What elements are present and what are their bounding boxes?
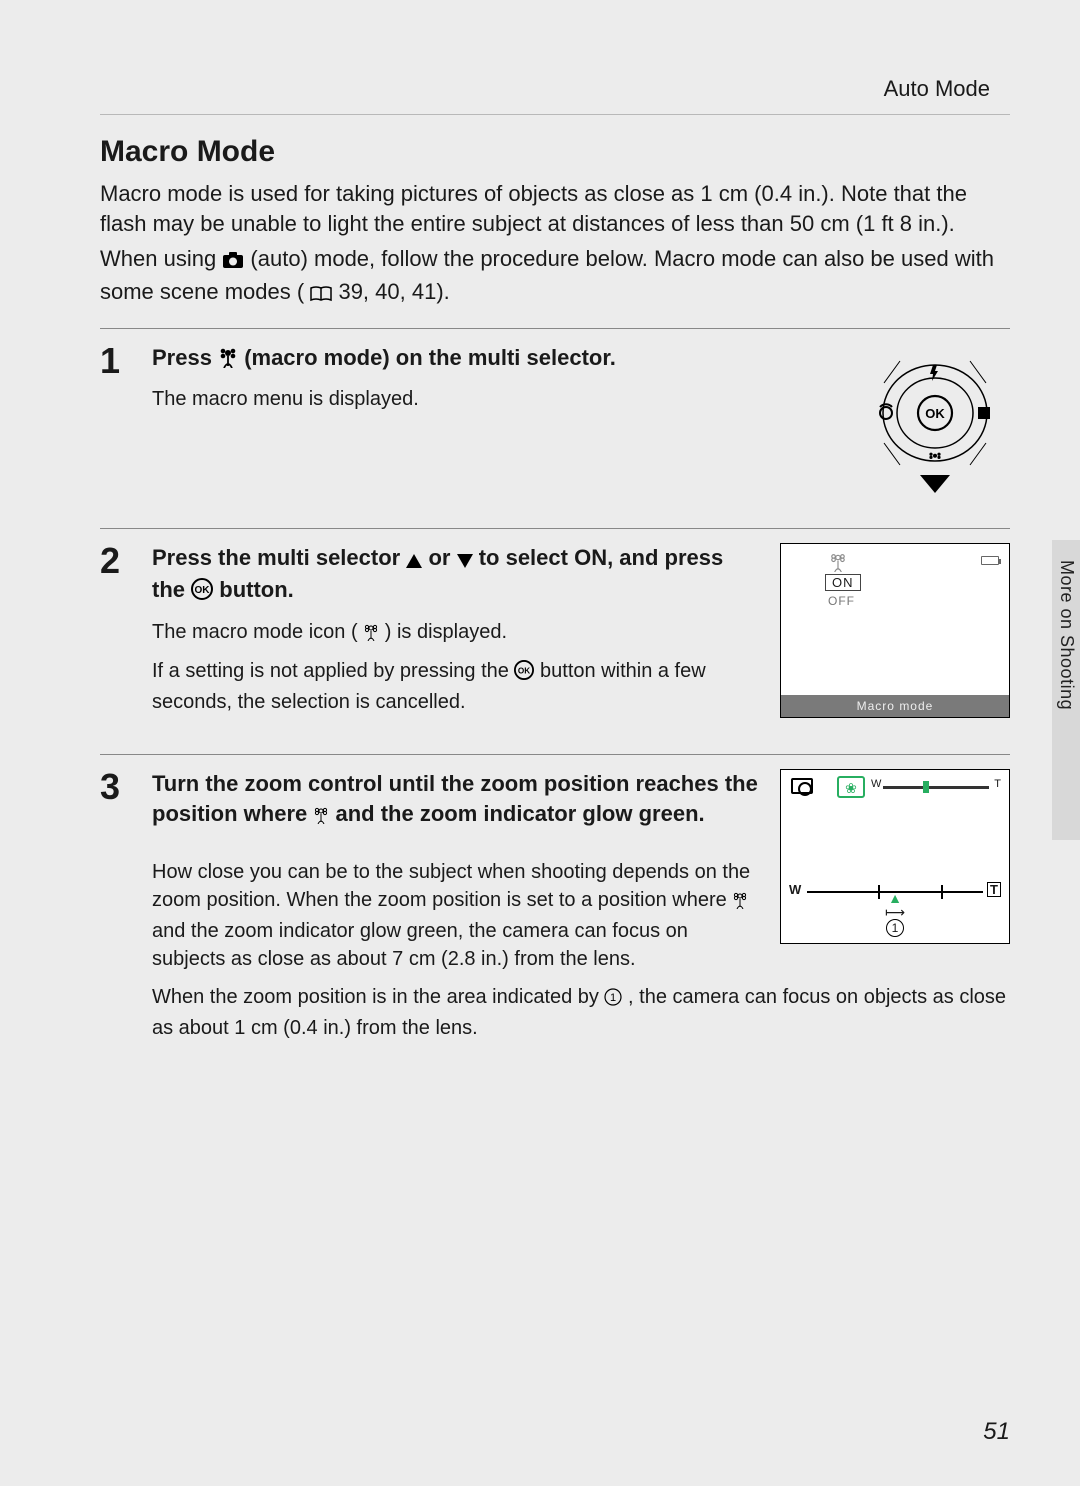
text: or [428, 545, 456, 570]
step-3: 3 Turn the zoom control until the zoom p… [100, 754, 1010, 1079]
text: When using [100, 246, 222, 271]
step-3-heading: Turn the zoom control until the zoom pos… [152, 769, 760, 831]
on-option: ON [825, 574, 861, 591]
step-list: 1 Press (macro mode) on the multi select… [100, 328, 1010, 1080]
step-3-note1: How close you can be to the subject when… [152, 858, 760, 973]
text: to select [479, 545, 574, 570]
text: (macro mode) on the multi selector. [244, 345, 616, 370]
step-3-note2: When the zoom position is in the area in… [152, 983, 1010, 1042]
page-title: Macro Mode [100, 135, 1010, 169]
section-tab: More on Shooting [1052, 540, 1080, 840]
ok-button-icon: OK [514, 660, 534, 688]
book-ref-icon [310, 280, 332, 310]
page-number: 51 [983, 1418, 1010, 1446]
step-number: 3 [100, 769, 134, 1049]
bracket-icon: ⟼ [781, 905, 1009, 919]
text: Press the multi selector [152, 545, 406, 570]
macro-flower-icon [218, 346, 238, 376]
svg-text:OK: OK [195, 585, 211, 596]
step-2-sub1: The macro mode icon ( ) is displayed. [152, 618, 760, 649]
lcd-macro-menu: ON OFF Macro mode [780, 543, 1010, 718]
macro-green-icon: ❀ [837, 776, 865, 798]
step-2-sub2: If a setting is not applied by pressing … [152, 657, 760, 716]
callout-marker: ▲ ⟼ 1 [781, 891, 1009, 937]
camera-icon [222, 247, 244, 277]
manual-page: Auto Mode Macro Mode Macro mode is used … [0, 0, 1080, 1486]
page-refs: 39, 40, 41). [338, 279, 449, 304]
zoom-strip-top: W T [873, 782, 999, 794]
text: ) is displayed. [385, 621, 507, 643]
circled-1-icon: 1 [886, 919, 904, 937]
step-2: 2 Press the multi selector or to select … [100, 528, 1010, 754]
triangle-down-icon [457, 546, 473, 576]
step-1-heading: Press (macro mode) on the multi selector… [152, 343, 840, 376]
text: How close you can be to the subject when… [152, 861, 750, 911]
header-rule [100, 114, 1010, 115]
circled-1-icon: 1 [604, 986, 622, 1014]
zoom-mark [923, 781, 929, 793]
battery-icon [981, 556, 999, 565]
ok-button-icon: OK [191, 578, 213, 608]
t-label: T [994, 778, 1001, 790]
text: button. [219, 577, 294, 602]
breadcrumb: Auto Mode [100, 76, 1010, 102]
on-label: ON [574, 545, 607, 570]
step-number: 2 [100, 543, 134, 724]
macro-outline-icon [313, 802, 329, 832]
text: When the zoom position is in the area in… [152, 986, 604, 1008]
w-label: W [871, 778, 881, 790]
macro-outline-icon [363, 621, 379, 649]
svg-text:1: 1 [610, 992, 616, 1004]
text: Press [152, 345, 218, 370]
step-1-sub: The macro menu is displayed. [152, 385, 840, 413]
text: and the zoom indicator glow green. [335, 801, 704, 826]
multi-selector-illustration: OK [860, 343, 1010, 498]
macro-outline-icon [732, 889, 748, 917]
lcd-footer: Macro mode [781, 695, 1009, 717]
text: The macro mode icon ( [152, 621, 358, 643]
section-tab-label: More on Shooting [1056, 560, 1077, 710]
camera-icon [791, 778, 813, 794]
step-2-heading: Press the multi selector or to select ON… [152, 543, 760, 608]
svg-text:OK: OK [925, 406, 945, 421]
intro-paragraph-2: When using (auto) mode, follow the proce… [100, 244, 1010, 309]
triangle-up-icon [406, 546, 422, 576]
triangle-up-icon: ▲ [781, 891, 1009, 905]
off-option: OFF [828, 594, 855, 608]
svg-text:OK: OK [518, 667, 530, 676]
lcd-zoom-indicator: ❀ W T W T [780, 769, 1010, 944]
intro-paragraph-1: Macro mode is used for taking pictures o… [100, 179, 1010, 238]
step-1: 1 Press (macro mode) on the multi select… [100, 328, 1010, 528]
text: If a setting is not applied by pressing … [152, 660, 514, 682]
step-number: 1 [100, 343, 134, 498]
text: and the zoom indicator glow green, the c… [152, 920, 688, 970]
